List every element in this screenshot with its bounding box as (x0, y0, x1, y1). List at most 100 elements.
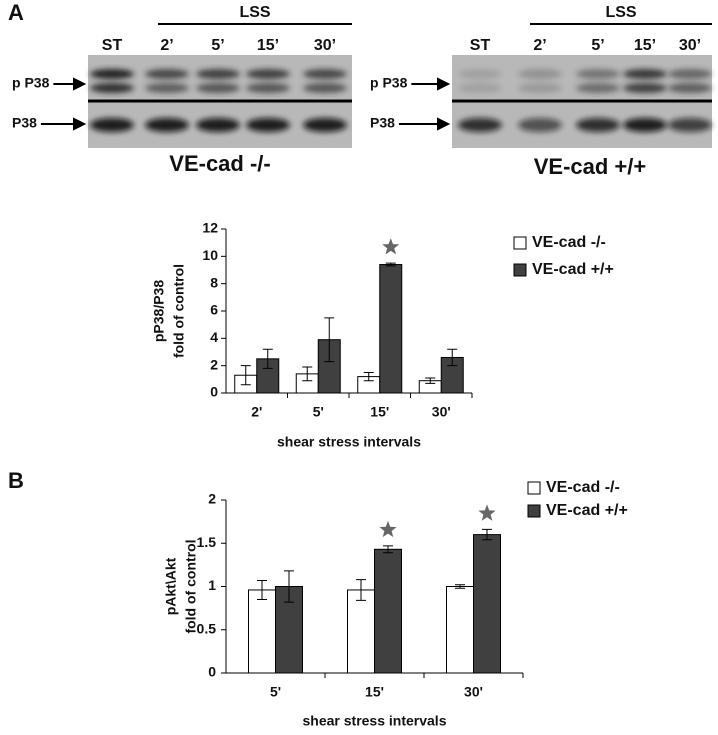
legend-swatch (527, 504, 541, 518)
band (576, 118, 620, 132)
panel-label: A (8, 0, 24, 25)
y-axis-label: fold of control (183, 539, 199, 633)
legend-label: VE-cad -/- (546, 479, 620, 496)
error-bar (262, 348, 273, 369)
legend-label: VE-cad +/+ (546, 502, 628, 519)
arrow (398, 117, 451, 131)
band (90, 118, 134, 132)
x-axis-label: shear stress intervals (303, 713, 447, 729)
y-tick-label: 2 (208, 491, 216, 507)
error-bar (383, 545, 393, 554)
band (90, 69, 134, 79)
band (196, 118, 240, 132)
blot-title: VE-cad +/+ (534, 154, 647, 179)
arrow (40, 117, 87, 131)
error-bar (425, 377, 436, 384)
y-axis-label: fold of control (171, 264, 187, 358)
bar (347, 589, 375, 674)
y-tick-label: 0.5 (197, 620, 217, 636)
y-axis-label: pP38/P38 (151, 280, 167, 342)
error-bar (284, 570, 294, 603)
lss-label: LSS (605, 4, 636, 21)
bar (379, 264, 403, 394)
x-tick-label: 5' (313, 404, 324, 420)
lane-label: ST (102, 37, 123, 54)
row-label: p P38 (12, 75, 50, 91)
band (196, 69, 240, 79)
band (518, 69, 562, 79)
band (145, 83, 189, 93)
x-tick-label: 30' (464, 684, 483, 700)
band (458, 69, 502, 79)
lane-label: 30’ (679, 37, 701, 54)
x-tick-label: 2' (251, 404, 262, 420)
band (303, 83, 347, 93)
lane-label: 15’ (634, 37, 656, 54)
lane-label: 15’ (257, 37, 279, 54)
band (90, 83, 134, 93)
band (196, 83, 240, 93)
band (623, 69, 667, 79)
row-label: P38 (370, 115, 395, 131)
significance-star (379, 520, 397, 538)
band (458, 118, 502, 132)
arrow (53, 77, 87, 91)
band (246, 83, 290, 93)
legend-label: VE-cad +/+ (532, 261, 614, 278)
bar (374, 548, 402, 674)
band (623, 118, 667, 132)
y-tick-label: 6 (210, 302, 218, 318)
y-tick-label: 2 (210, 356, 218, 372)
bar (473, 534, 501, 674)
error-bar (385, 262, 396, 267)
band (576, 69, 620, 79)
x-tick-label: 15' (370, 404, 389, 420)
band (668, 118, 712, 132)
band (145, 118, 189, 132)
legend-swatch (513, 263, 527, 277)
error-bar (257, 579, 267, 600)
band (518, 83, 562, 93)
significance-star (382, 238, 400, 255)
band (518, 118, 562, 132)
y-tick-label: 0 (210, 384, 218, 400)
error-bar (324, 317, 335, 363)
significance-star (478, 504, 496, 521)
x-axis-label: shear stress intervals (277, 434, 421, 450)
blot-title: VE-cad -/- (169, 151, 270, 176)
band (145, 69, 189, 79)
band (668, 83, 712, 93)
error-bar (240, 365, 251, 386)
y-tick-label: 0 (208, 664, 216, 680)
bar (248, 589, 276, 674)
band (246, 118, 290, 132)
lane-label: 2’ (533, 37, 546, 54)
lane-label: 2’ (160, 37, 173, 54)
y-tick-label: 8 (210, 274, 218, 290)
arrow (411, 77, 451, 91)
row-label: P38 (12, 115, 37, 131)
y-tick-label: 1.5 (197, 534, 217, 550)
x-tick-label: 15' (365, 684, 384, 700)
panel-label: B (8, 468, 24, 493)
error-bar (482, 528, 492, 541)
error-bar (302, 366, 313, 382)
legend-swatch (513, 236, 527, 250)
band (458, 83, 502, 93)
band (246, 69, 290, 79)
y-tick-label: 10 (202, 247, 218, 263)
lane-label: 5’ (211, 37, 224, 54)
error-bar (356, 579, 366, 601)
bar (446, 586, 474, 674)
legend-label: VE-cad -/- (532, 234, 606, 251)
y-axis-label: pAkt\Akt (163, 557, 179, 615)
lane-label: 30’ (314, 37, 336, 54)
row-label: p P38 (370, 75, 408, 91)
error-bar (455, 584, 465, 589)
band (623, 83, 667, 93)
band (303, 118, 347, 132)
y-tick-label: 12 (202, 220, 218, 236)
x-tick-label: 30' (432, 404, 451, 420)
